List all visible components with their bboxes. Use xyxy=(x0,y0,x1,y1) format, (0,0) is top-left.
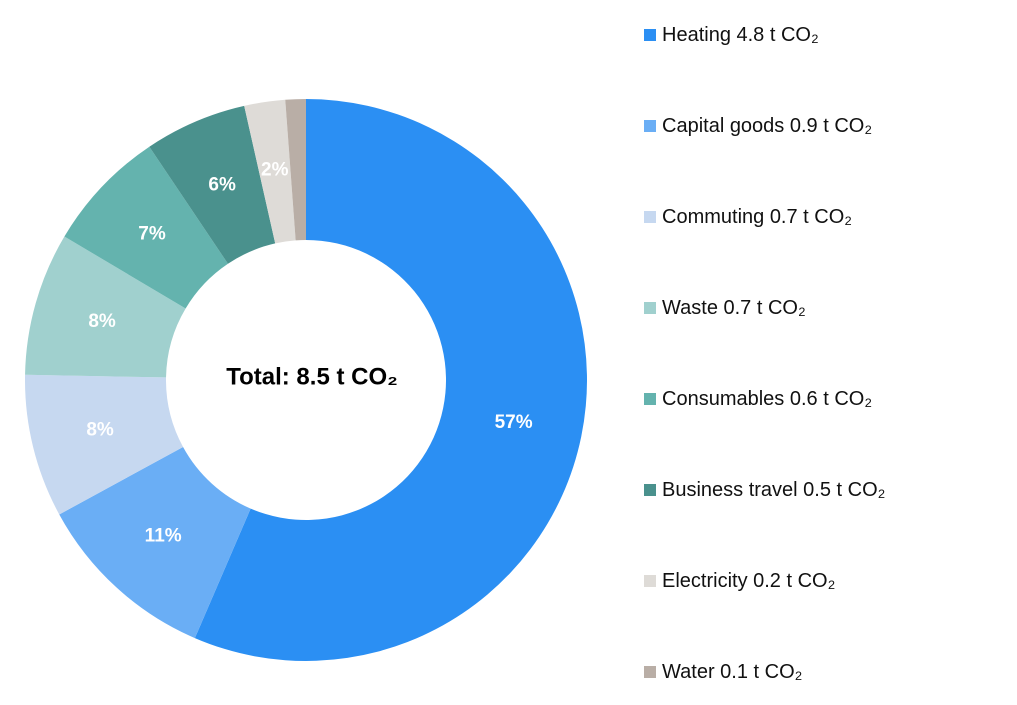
legend-label: Water 0.1 t CO₂ xyxy=(662,660,803,683)
legend-swatch xyxy=(644,120,656,132)
slice-water xyxy=(285,99,306,241)
slice-capital-goods xyxy=(59,446,251,639)
donut-chart: 57% 11% 8% 8% 7% 6% 2% Total: 8.5 t CO₂ xyxy=(25,99,588,661)
legend-item: Capital goods 0.9 t CO₂ xyxy=(644,113,872,139)
legend-label: Electricity 0.2 t CO₂ xyxy=(662,569,836,592)
legend-item: Water 0.1 t CO₂ xyxy=(644,659,802,685)
legend-label: Capital goods 0.9 t CO₂ xyxy=(662,114,873,137)
data-label: 57% xyxy=(495,412,533,433)
slice-consumables xyxy=(64,146,228,309)
slice-heating xyxy=(194,99,588,661)
legend-swatch xyxy=(644,29,656,41)
legend-swatch xyxy=(644,211,656,223)
slice-commuting xyxy=(25,374,184,515)
legend-label: Consumables 0.6 t CO₂ xyxy=(662,387,873,410)
legend-item: Business travel 0.5 t CO₂ xyxy=(644,477,885,503)
data-label: 7% xyxy=(138,223,166,244)
legend-item: Electricity 0.2 t CO₂ xyxy=(644,568,835,594)
data-label: 6% xyxy=(208,174,236,195)
legend-label: Commuting 0.7 t CO₂ xyxy=(662,205,853,228)
legend-item: Heating 4.8 t CO₂ xyxy=(644,22,819,48)
data-label: 11% xyxy=(145,526,182,547)
legend-item: Waste 0.7 t CO₂ xyxy=(644,295,806,321)
center-total-label: Total: 8.5 t CO₂ xyxy=(226,363,398,390)
legend-label: Heating 4.8 t CO₂ xyxy=(662,23,819,46)
legend-swatch xyxy=(644,302,656,314)
legend-label: Waste 0.7 t CO₂ xyxy=(662,296,806,319)
legend-label: Business travel 0.5 t CO₂ xyxy=(662,478,886,501)
legend-swatch xyxy=(644,666,656,678)
data-label: 2% xyxy=(261,159,289,180)
data-label: 8% xyxy=(86,419,114,440)
data-label: 8% xyxy=(88,311,116,332)
legend-swatch xyxy=(644,575,656,587)
legend-item: Commuting 0.7 t CO₂ xyxy=(644,204,852,230)
legend-item: Consumables 0.6 t CO₂ xyxy=(644,386,872,412)
slice-electricity xyxy=(244,99,296,244)
slice-business-travel xyxy=(149,105,276,264)
legend-swatch xyxy=(644,484,656,496)
legend-swatch xyxy=(644,393,656,405)
slice-waste xyxy=(25,236,186,378)
